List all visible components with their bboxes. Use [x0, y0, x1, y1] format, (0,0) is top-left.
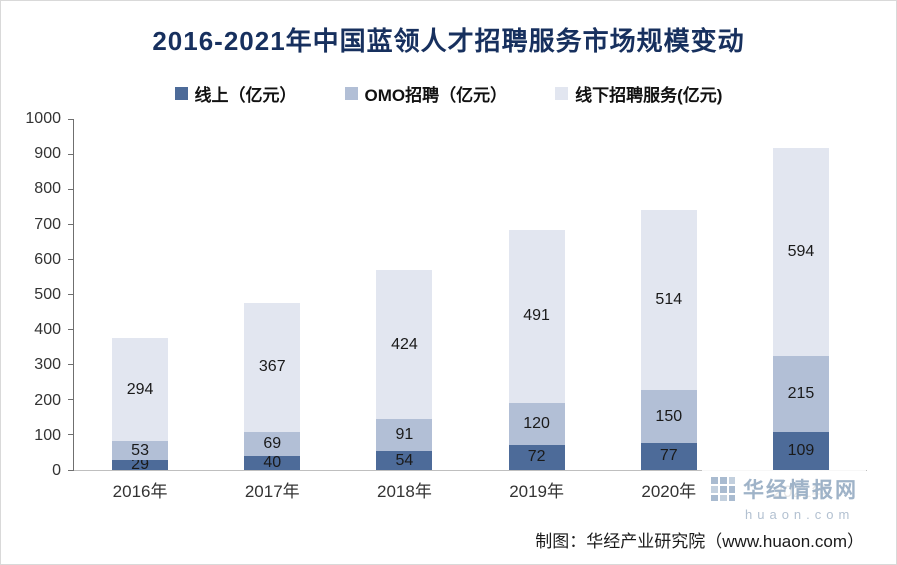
bar-2017年: 40 69 367 — [244, 119, 301, 471]
bar-slot: 72 120 491 — [471, 119, 603, 470]
bar-value-label: 594 — [787, 243, 815, 261]
y-tick-label: 400 — [34, 321, 61, 339]
legend-item-2: 线下招聘服务(亿元) — [555, 81, 722, 106]
bar-2020年: 77 150 514 — [640, 119, 697, 470]
bar-segment: 77 — [640, 442, 697, 470]
bar-value-label: 424 — [391, 335, 418, 353]
bar-slot: 77 150 514 — [603, 119, 735, 470]
y-tick-mark — [68, 364, 74, 366]
y-tick-mark — [68, 258, 74, 260]
x-tick-label: 2016年 — [112, 482, 168, 501]
watermark-grid-icon — [711, 477, 735, 501]
y-tick-label: 0 — [52, 462, 61, 479]
bar-segment: 29 — [112, 456, 169, 473]
bar-slot: 54 91 424 — [338, 119, 470, 470]
bar-value-label: 69 — [263, 434, 282, 452]
bar-value-label: 54 — [395, 451, 414, 469]
bar-2016年: 29 53 294 — [112, 119, 169, 473]
chart-title: 2016-2021年中国蓝领人才招聘服务市场规模变动 — [152, 26, 745, 56]
y-tick-mark — [68, 294, 74, 295]
bar-segment: 54 — [376, 451, 433, 470]
y-tick-label: 700 — [34, 215, 61, 233]
x-tick-label: 2020年 — [641, 482, 697, 501]
y-tick-mark — [68, 329, 74, 331]
y-tick-mark — [68, 153, 74, 155]
bar-value-label: 367 — [258, 358, 286, 376]
bar-segment: 109 — [772, 431, 829, 470]
x-tick-label: 2017年 — [244, 482, 300, 501]
bar-2019年: 72 120 491 — [508, 119, 565, 470]
bar-value-label: 514 — [655, 291, 683, 309]
legend-label: 线上（亿元） — [194, 86, 297, 105]
x-tick-label: 2018年 — [377, 482, 432, 501]
legend: 线上（亿元） OMO招聘（亿元） 线下招聘服务(亿元) — [1, 81, 896, 106]
y-tick-mark — [68, 188, 74, 190]
bar-segment: 120 — [508, 402, 565, 445]
watermark-domain: huaon.com — [745, 507, 855, 522]
legend-label: 线下招聘服务(亿元) — [575, 86, 723, 105]
bar-value-label: 72 — [527, 448, 546, 466]
watermark: 华经情报网 huaon.com — [702, 470, 866, 524]
y-tick-mark — [68, 399, 74, 401]
watermark-brand: 华经情报网 — [743, 479, 858, 502]
x-tick-label: 2019年 — [509, 482, 565, 501]
bar-segment: 514 — [640, 209, 697, 391]
y-tick-mark — [68, 118, 74, 120]
y-tick-label: 800 — [34, 180, 61, 198]
bar-slot: 29 53 294 — [74, 119, 206, 473]
bar-segment: 72 — [508, 444, 565, 470]
bar-segment: 424 — [376, 270, 433, 420]
y-tick-label: 100 — [34, 426, 61, 444]
plot-area: 29 53 294 40 69 367 54 91 424 72 120 491 77 150 514 109… — [68, 118, 867, 501]
y-tick-mark — [68, 434, 74, 436]
bar-segment: 91 — [376, 419, 433, 452]
legend-swatch — [555, 87, 569, 100]
legend-swatch — [344, 87, 358, 100]
bar-value-label: 491 — [523, 307, 550, 325]
footer-credit: 制图：华经产业研究院（www.huaon.com） — [535, 532, 864, 551]
y-tick-label: 300 — [34, 356, 61, 374]
bar-value-label: 77 — [659, 447, 678, 465]
bar-value-label: 109 — [787, 441, 815, 459]
bar-value-label: 29 — [131, 455, 149, 473]
bar-segment: 69 — [244, 431, 301, 456]
bar-slot: 109 215 594 — [735, 119, 867, 470]
legend-swatch — [174, 87, 188, 100]
bar-2018年: 54 91 424 — [376, 119, 433, 470]
bar-segment: 594 — [772, 147, 829, 357]
bar-2021年: 109 215 594 — [772, 119, 829, 470]
bar-slot: 40 69 367 — [206, 119, 338, 471]
legend-item-1: OMO招聘（亿元） — [344, 81, 508, 106]
y-tick-label: 1000 — [25, 110, 61, 127]
y-tick-label: 600 — [34, 250, 61, 268]
bar-segment: 367 — [244, 302, 301, 432]
legend-item-0: 线上（亿元） — [174, 81, 297, 106]
bar-value-label: 294 — [126, 380, 154, 398]
bar-segment: 491 — [508, 230, 565, 403]
legend-label: OMO招聘（亿元） — [364, 86, 508, 105]
y-tick-mark — [68, 469, 74, 471]
bar-value-label: 150 — [655, 407, 683, 425]
bar-segment: 53 — [112, 441, 169, 460]
y-tick-label: 500 — [34, 286, 61, 303]
bar-value-label: 120 — [523, 414, 550, 432]
bar-segment: 294 — [112, 338, 169, 442]
y-tick-label: 900 — [34, 145, 61, 163]
y-tick-mark — [68, 223, 74, 225]
bar-value-label: 215 — [787, 385, 815, 403]
bar-segment: 150 — [640, 390, 697, 443]
bar-value-label: 40 — [263, 453, 282, 471]
bar-value-label: 91 — [395, 426, 414, 444]
bar-segment: 40 — [244, 453, 301, 471]
bar-value-label: 53 — [131, 441, 149, 459]
bar-segment: 215 — [772, 356, 829, 432]
bars: 29 53 294 40 69 367 54 91 424 72 120 491 77 150 514 109… — [74, 119, 867, 473]
y-axis: 0 100 200 300 400 500 600 700 800 900 1000 — [15, 110, 73, 479]
y-tick-label: 200 — [34, 391, 61, 409]
chart-area: 0 100 200 300 400 500 600 700 800 900 1000 29 53 294… — [15, 110, 867, 501]
